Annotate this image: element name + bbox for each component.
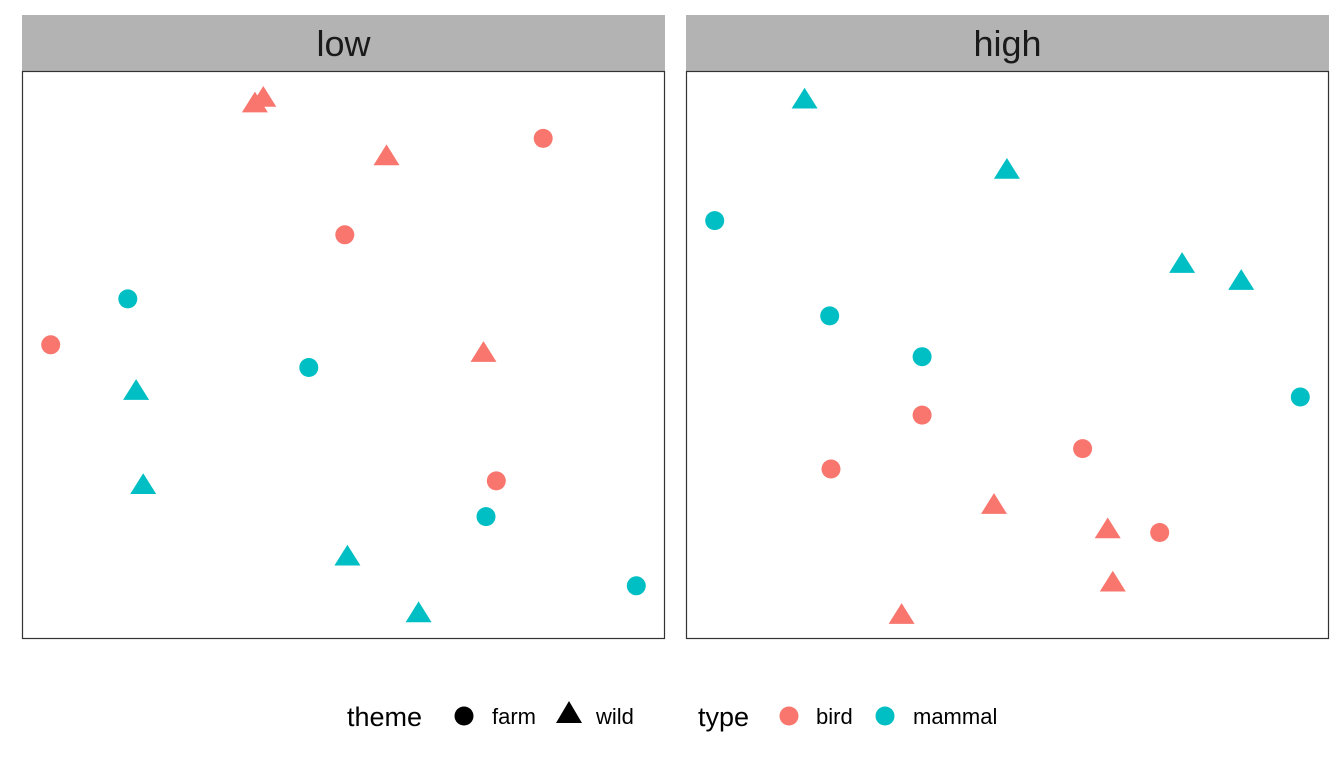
point-wild-mammal: [993, 158, 1020, 179]
point-farm-mammal: [626, 576, 646, 596]
legend: theme farm wild type bird mammal: [347, 701, 997, 732]
panel-background-high: [685, 70, 1330, 640]
point-wild-bird: [373, 144, 400, 166]
points-layer-high: [705, 87, 1310, 624]
legend-key-farm: [454, 706, 474, 726]
legend-label-wild: wild: [595, 704, 634, 729]
facet-strip-label-high: high: [973, 23, 1041, 64]
legend-key-bird: [779, 706, 799, 726]
legend-label-farm: farm: [492, 704, 536, 729]
point-wild-mammal: [1228, 269, 1255, 290]
point-wild-bird: [1094, 517, 1121, 539]
point-farm-bird: [821, 459, 841, 479]
legend-theme-title: theme: [347, 702, 422, 732]
point-wild-mammal: [123, 379, 150, 400]
facet-panel-high: high: [685, 15, 1330, 640]
facet-strip-label-low: low: [316, 23, 371, 64]
point-farm-bird: [41, 335, 61, 355]
point-farm-bird: [1073, 439, 1093, 459]
point-wild-bird: [888, 603, 915, 624]
legend-label-mammal: mammal: [913, 704, 997, 729]
point-wild-mammal: [405, 601, 432, 623]
point-wild-bird: [1099, 570, 1126, 592]
points-layer-low: [41, 86, 646, 623]
point-wild-mammal: [130, 473, 157, 494]
point-farm-mammal: [118, 289, 138, 309]
point-farm-bird: [533, 128, 553, 148]
point-farm-mammal: [820, 306, 840, 326]
point-wild-bird: [981, 493, 1007, 514]
legend-theme: theme farm wild: [347, 701, 634, 732]
facet-strip-high: [686, 15, 1329, 72]
point-farm-bird: [335, 225, 355, 245]
point-wild-mammal: [1169, 252, 1196, 273]
legend-key-mammal: [875, 706, 895, 726]
facet-panel-low: low: [21, 15, 666, 640]
point-farm-mammal: [705, 211, 725, 231]
point-wild-bird: [470, 341, 497, 362]
legend-key-wild: [556, 701, 582, 723]
point-farm-mammal: [299, 358, 319, 377]
point-farm-mammal: [476, 507, 496, 527]
facet-strip-low: [22, 15, 665, 72]
point-wild-bird: [241, 91, 268, 113]
point-farm-mammal: [1290, 387, 1310, 407]
panel-background-low: [21, 70, 666, 640]
point-farm-mammal: [912, 347, 932, 367]
point-farm-bird: [912, 405, 932, 425]
point-farm-bird: [486, 471, 506, 491]
point-wild-mammal: [334, 544, 361, 566]
legend-label-bird: bird: [816, 704, 853, 729]
point-wild-mammal: [791, 87, 818, 109]
point-farm-bird: [1150, 523, 1170, 542]
legend-type-title: type: [698, 702, 749, 732]
legend-type: type bird mammal: [698, 702, 997, 732]
